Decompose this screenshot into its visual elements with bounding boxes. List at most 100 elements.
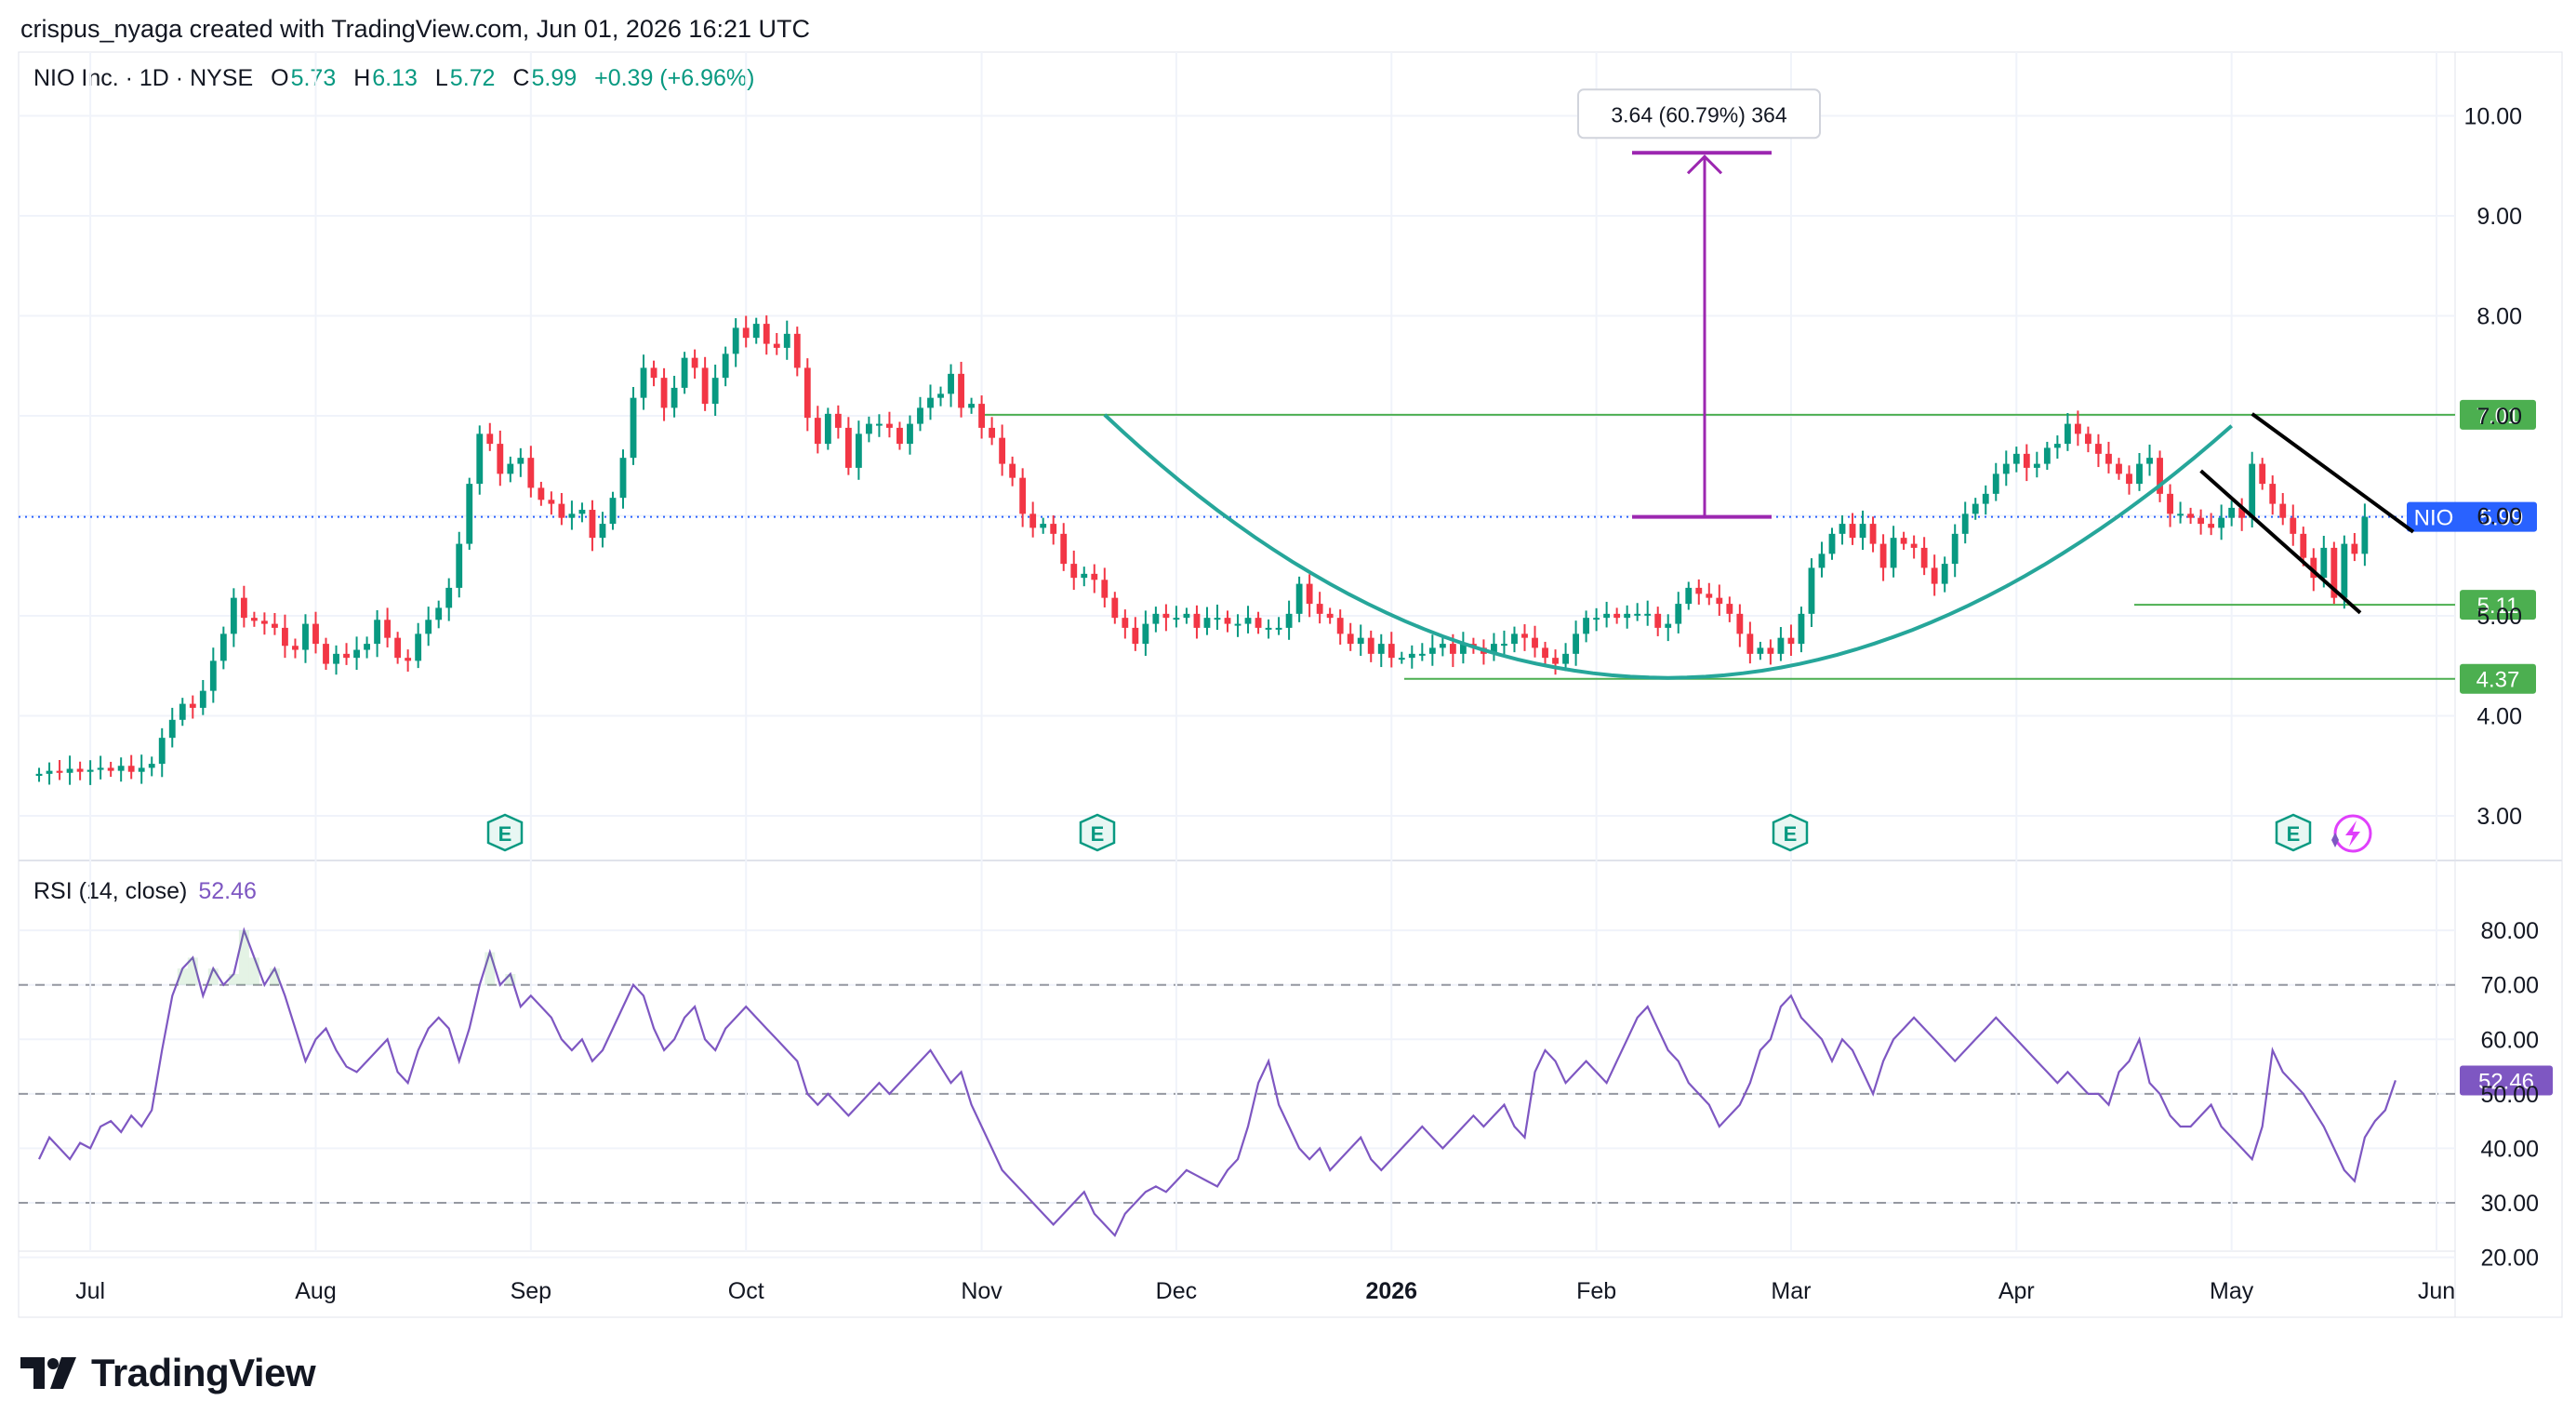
candle-body bbox=[691, 357, 698, 368]
candle-body bbox=[415, 633, 422, 661]
rsi-overbought-shade bbox=[228, 974, 239, 985]
candle-body bbox=[2033, 463, 2040, 468]
candle-body bbox=[855, 433, 862, 468]
candle-body bbox=[405, 658, 412, 661]
tradingview-logo[interactable]: TradingView bbox=[20, 1351, 316, 1395]
candle-body bbox=[578, 510, 586, 514]
candle-body bbox=[1111, 597, 1119, 619]
candle-body bbox=[1787, 637, 1795, 645]
candle-body bbox=[1665, 623, 1672, 628]
candle-body bbox=[179, 703, 186, 720]
candle-body bbox=[1849, 524, 1856, 539]
candle-body bbox=[1019, 477, 1027, 514]
rsi-series: 52.46 bbox=[38, 927, 2553, 1238]
level-tag-label: 5.11 bbox=[2477, 593, 2519, 619]
candle-body bbox=[1193, 613, 1201, 628]
candle-body bbox=[803, 367, 811, 419]
candle-body bbox=[2085, 433, 2091, 445]
time-tick-label: Oct bbox=[728, 1278, 764, 1304]
price-tick-label: 5.00 bbox=[2476, 604, 2522, 630]
time-tick-label: Jul bbox=[75, 1278, 105, 1304]
candle-body bbox=[1532, 637, 1538, 648]
tradingview-wordmark: TradingView bbox=[91, 1351, 316, 1394]
candle-body bbox=[650, 367, 657, 379]
candle-body bbox=[2002, 463, 2010, 474]
candle-body bbox=[2146, 458, 2153, 464]
candle-body bbox=[527, 458, 535, 488]
candle-body bbox=[763, 324, 770, 344]
candle-body bbox=[2228, 507, 2236, 518]
rsi-label[interactable]: RSI (14, close) bbox=[33, 878, 188, 904]
candle-body bbox=[1408, 653, 1415, 659]
candle-body bbox=[107, 767, 114, 771]
candle-body bbox=[56, 770, 63, 773]
candle-body bbox=[1326, 613, 1334, 619]
price-tick-label: 9.00 bbox=[2476, 204, 2522, 230]
candle-body bbox=[189, 703, 196, 708]
candle-body bbox=[2012, 453, 2020, 464]
candle-body bbox=[1306, 583, 1313, 605]
candle-body bbox=[76, 768, 84, 772]
price-tick-label: 3.00 bbox=[2476, 804, 2522, 830]
candle-body bbox=[1910, 543, 1918, 548]
candle-body bbox=[732, 327, 739, 354]
candle-body bbox=[2249, 463, 2256, 518]
candle-body bbox=[1675, 604, 1682, 624]
candle-body bbox=[2116, 463, 2122, 474]
price-tick-label: 4.00 bbox=[2476, 704, 2522, 730]
candle-body bbox=[2208, 524, 2215, 528]
candle-body bbox=[1798, 613, 1805, 645]
candle-body bbox=[1767, 647, 1774, 654]
candle-body bbox=[1716, 597, 1723, 605]
candle-body bbox=[1828, 533, 1836, 554]
candle-body bbox=[1377, 644, 1385, 654]
candle-body bbox=[917, 407, 923, 424]
candle-body bbox=[773, 343, 780, 348]
level-tag-label: 7.01 bbox=[2476, 404, 2520, 429]
high-value: 6.13 bbox=[372, 65, 418, 91]
high-label: H bbox=[353, 65, 371, 91]
candle-body bbox=[2259, 463, 2266, 485]
symbol-legend: NIO Inc. · 1D · NYSE O5.73 H6.13 L5.72 C… bbox=[33, 65, 756, 92]
candle-body bbox=[466, 484, 473, 544]
rsi-overbought-shade bbox=[269, 968, 280, 985]
candle-body bbox=[1060, 533, 1068, 565]
candle-body bbox=[374, 620, 381, 645]
earnings-e-icon-letter: E bbox=[1091, 822, 1105, 846]
candle-body bbox=[435, 607, 443, 620]
candle-body bbox=[353, 649, 360, 659]
candle-body bbox=[2238, 507, 2246, 518]
candle-body bbox=[1040, 524, 1047, 528]
candle-body bbox=[230, 597, 237, 634]
candle-body bbox=[1122, 618, 1129, 628]
level-tag bbox=[2460, 399, 2536, 430]
time-tick-label: Sep bbox=[511, 1278, 551, 1304]
candle-body bbox=[158, 738, 166, 765]
candle-body bbox=[2198, 517, 2205, 525]
rsi-overbought-shade bbox=[485, 952, 496, 985]
close-label: C bbox=[512, 65, 530, 91]
candle-body bbox=[538, 487, 545, 500]
price-tick-label: 8.00 bbox=[2476, 304, 2522, 330]
change-value: +0.39 (+6.96%) bbox=[594, 65, 755, 91]
candle-body bbox=[660, 378, 668, 408]
candle-body bbox=[1009, 463, 1016, 478]
candle-body bbox=[1081, 573, 1088, 579]
candle-body bbox=[2361, 516, 2369, 554]
candle-body bbox=[958, 373, 964, 408]
time-tick-label: 2026 bbox=[1365, 1278, 1417, 1304]
candle-body bbox=[240, 597, 247, 619]
candle-body bbox=[1552, 658, 1559, 664]
candle-body bbox=[1818, 553, 1826, 568]
candle-body bbox=[138, 767, 145, 772]
candle-body bbox=[1357, 637, 1364, 645]
candle-body bbox=[1388, 644, 1395, 659]
candle-body bbox=[1367, 637, 1374, 654]
candle-body bbox=[1152, 613, 1160, 624]
rsi-tick-label: 70.00 bbox=[2480, 973, 2539, 999]
time-tick-label: Mar bbox=[1771, 1278, 1811, 1304]
symbol-name[interactable]: NIO Inc. · 1D · NYSE bbox=[33, 65, 254, 91]
candle-body bbox=[1879, 543, 1887, 568]
rsi-tick-label: 40.00 bbox=[2480, 1136, 2539, 1162]
